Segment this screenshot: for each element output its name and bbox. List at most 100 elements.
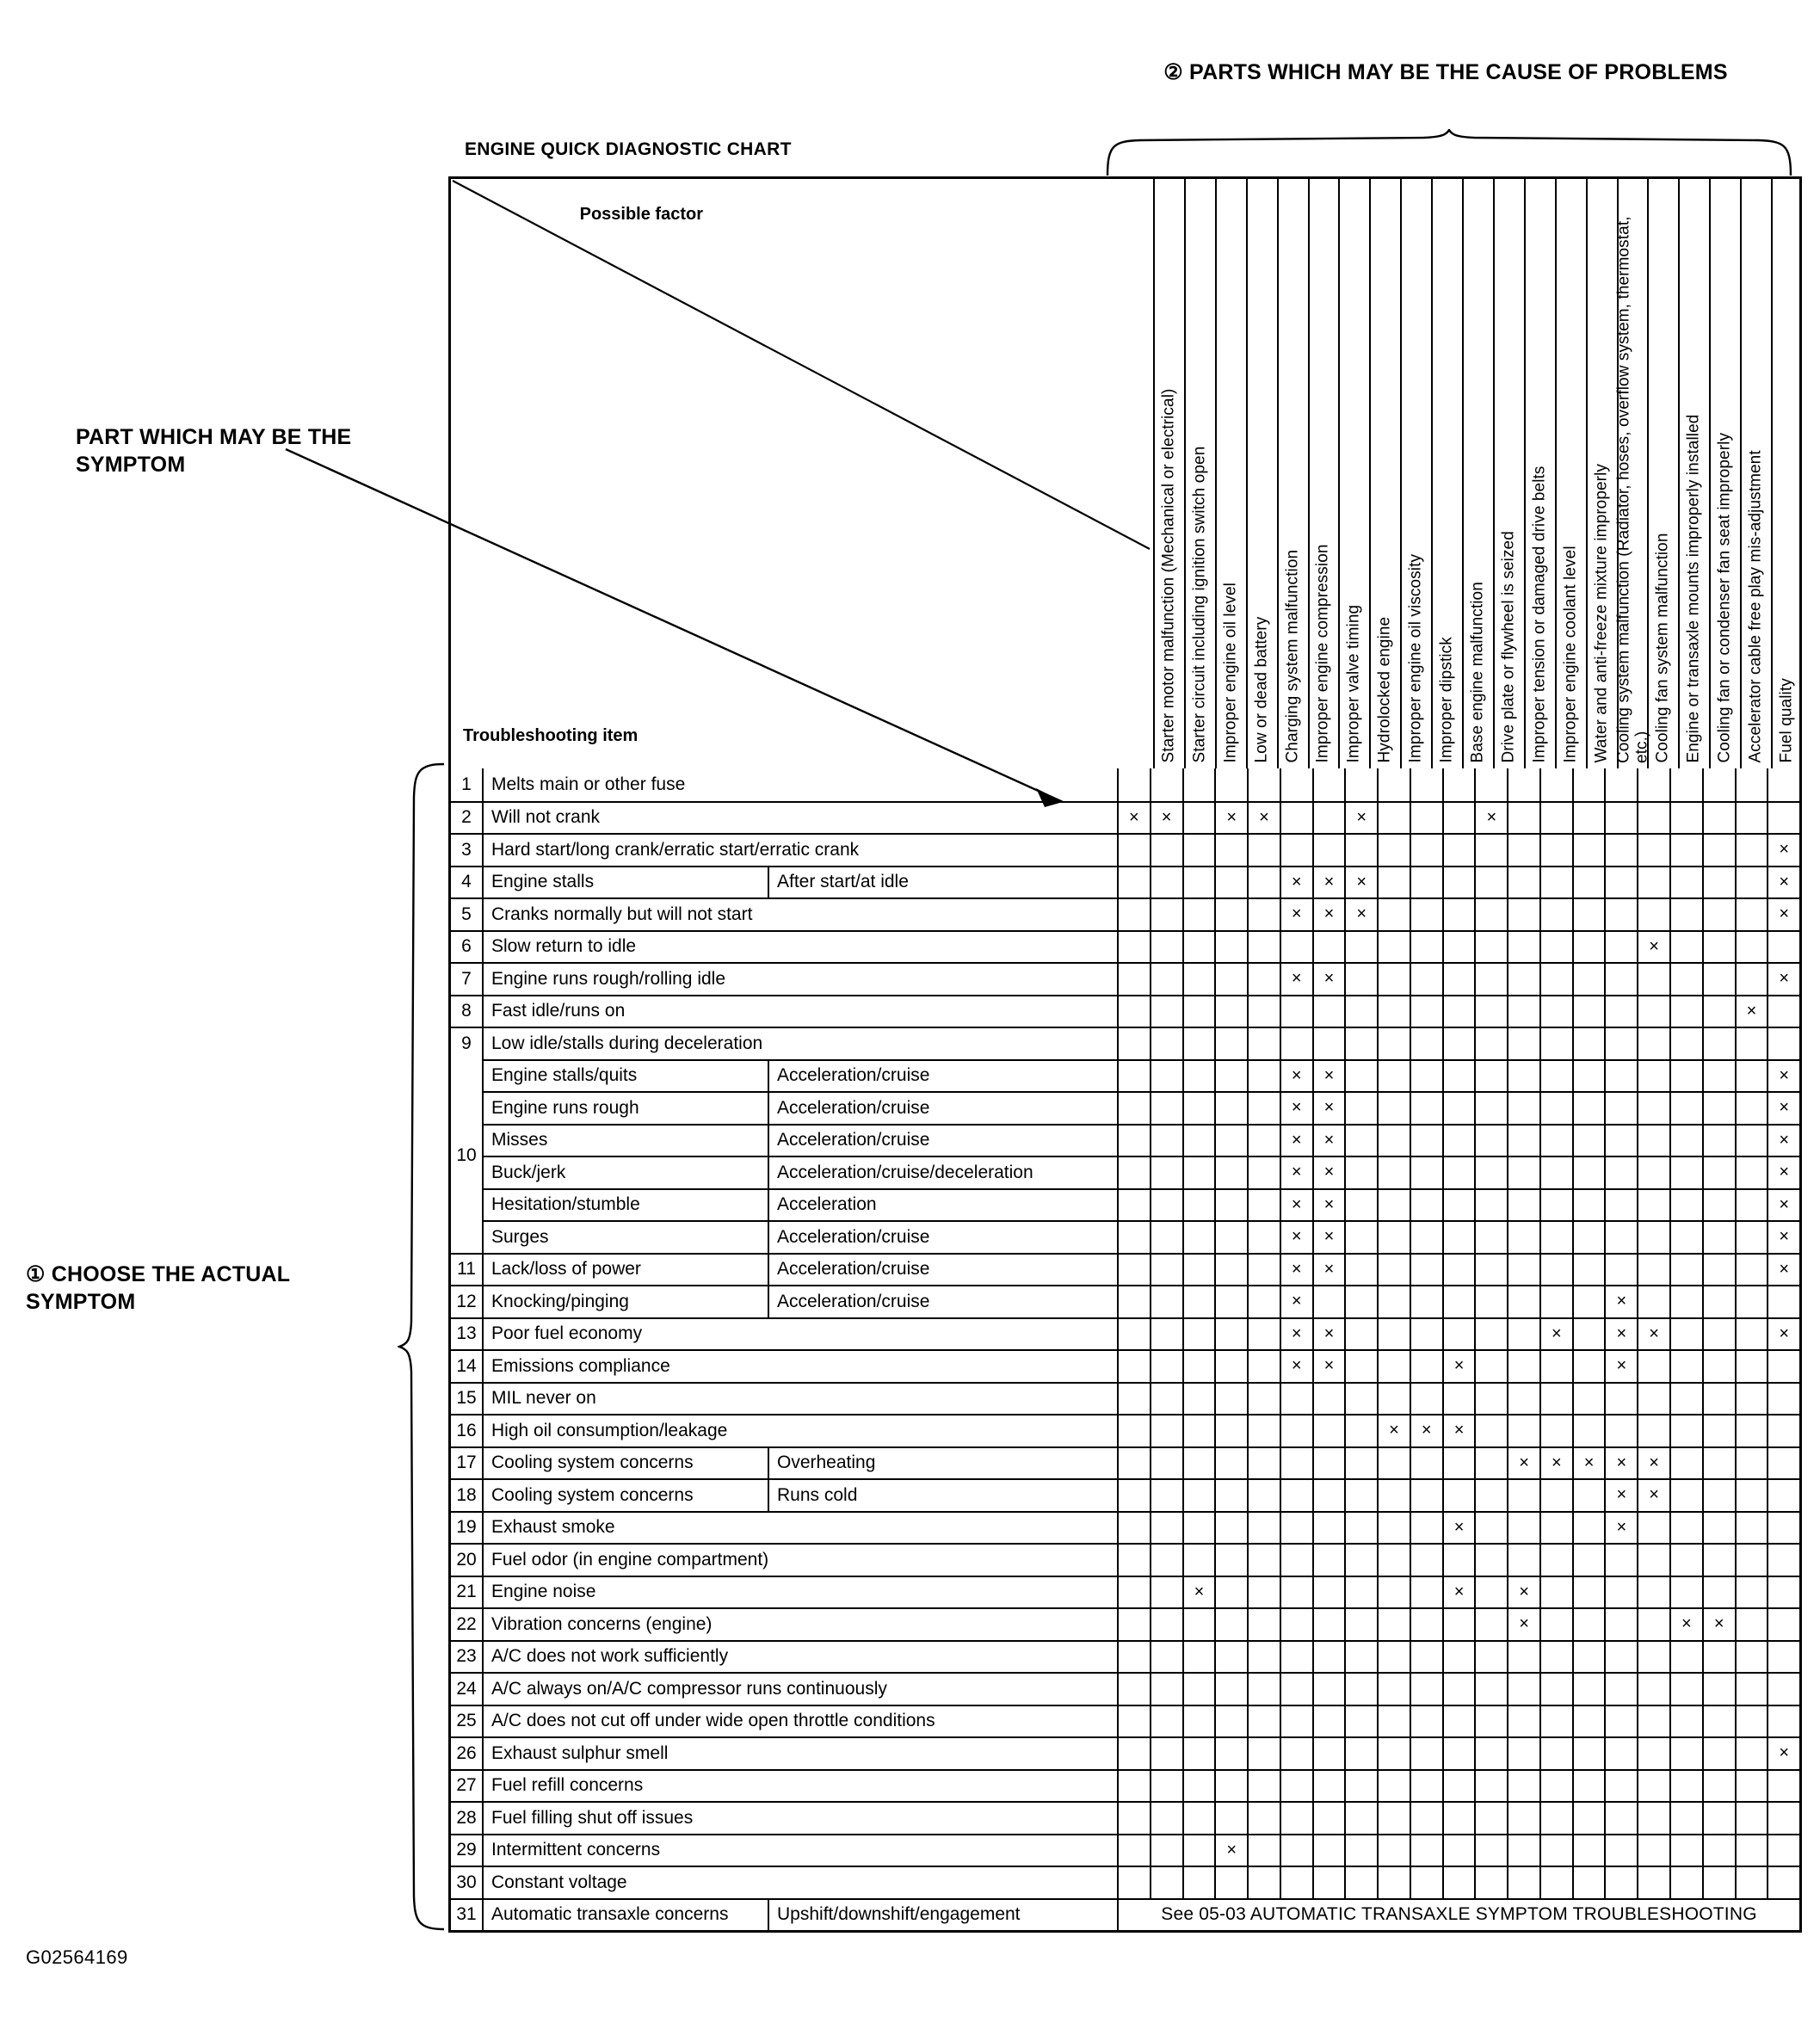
mark-cell	[1247, 1318, 1280, 1349]
mark-cell	[1181, 1705, 1215, 1736]
mark-cell	[1441, 1286, 1475, 1317]
mark-cell	[1604, 1770, 1637, 1801]
row-symptom: Misses	[491, 1130, 548, 1150]
table-row: 14 Emissions compliance × × × ×	[451, 1349, 1799, 1382]
mark-cell	[1149, 1480, 1182, 1511]
mark-cell	[1701, 1738, 1735, 1769]
mark-cell	[1377, 1674, 1410, 1705]
row-symptom: Hesitation/stumble	[491, 1194, 640, 1215]
mark-cell	[1474, 964, 1507, 995]
column-header-13: Improper tension or damaged drive belts	[1523, 179, 1555, 768]
row-number: 2	[451, 802, 484, 833]
mark-cell	[1539, 1641, 1572, 1672]
mark-cell	[1214, 1318, 1247, 1349]
mark-cell	[1117, 1480, 1150, 1511]
mark-cell	[1409, 768, 1442, 801]
mark-cell	[1149, 1415, 1182, 1446]
mark-cell	[1571, 899, 1605, 930]
mark-cell	[1117, 1803, 1150, 1834]
mark-cell: ×	[1637, 931, 1669, 962]
mark-cell	[1344, 1222, 1377, 1253]
mark-cell: ×	[1311, 1222, 1345, 1253]
mark-cell	[1214, 1222, 1247, 1253]
mark-cell	[1149, 1803, 1182, 1834]
annotation-choose-symptom: ① CHOOSE THE ACTUAL SYMPTOM	[26, 1262, 290, 1314]
row-marks: × × ×	[1117, 1576, 1799, 1607]
mark-cell	[1539, 1383, 1572, 1414]
mark-cell	[1571, 1189, 1605, 1220]
mark-cell	[1149, 768, 1182, 801]
row-condition: Acceleration/cruise/deceleration	[768, 1157, 1060, 1188]
column-header-18: Engine or transaxle mounts improperly in…	[1678, 179, 1709, 768]
row-symptom: Engine stalls	[491, 872, 595, 892]
mark-cell	[1214, 1480, 1247, 1511]
mark-cell	[1247, 964, 1280, 995]
mark-cell	[1571, 1512, 1605, 1543]
mark-cell	[1149, 899, 1182, 930]
mark-cell	[1117, 1641, 1150, 1672]
mark-cell	[1734, 1222, 1768, 1253]
mark-cell	[1507, 1835, 1539, 1866]
mark-cell	[1767, 768, 1799, 801]
mark-cell	[1441, 1835, 1475, 1866]
mark-cell: ×	[1767, 1189, 1799, 1220]
mark-cell	[1214, 1415, 1247, 1446]
row-spacer	[1060, 932, 1117, 963]
mark-cell	[1474, 1674, 1507, 1705]
mark-cell	[1344, 1028, 1377, 1059]
mark-cell	[1181, 996, 1215, 1027]
table-row: 13 Poor fuel economy × × × × × ×	[451, 1317, 1799, 1349]
row-number: 11	[451, 1254, 484, 1285]
row-spacer	[1060, 1157, 1117, 1188]
row-symptom: Intermittent concerns	[491, 1840, 661, 1860]
mark-cell	[1181, 1318, 1215, 1349]
row-marks	[1117, 1641, 1799, 1672]
mark-cell	[1311, 1480, 1345, 1511]
mark-cell	[1117, 931, 1150, 962]
mark-cell	[1474, 768, 1507, 801]
mark-cell: ×	[1311, 1189, 1345, 1220]
mark-cell	[1571, 1286, 1605, 1317]
mark-cell	[1701, 1383, 1735, 1414]
mark-cell	[1669, 1835, 1702, 1866]
table-row: Engine stalls/quits Acceleration/cruise × ×…	[451, 1058, 1799, 1091]
mark-cell	[1377, 964, 1410, 995]
mark-cell	[1344, 1867, 1377, 1898]
mark-cell	[1409, 1222, 1442, 1253]
mark-cell: ×	[1279, 1254, 1312, 1285]
column-header-label: Improper engine oil viscosity	[1406, 554, 1425, 763]
mark-cell	[1181, 1351, 1215, 1382]
row-note: See 05-03 AUTOMATIC TRANSAXLE SYMPTOM TR…	[1117, 1899, 1799, 1930]
row-condition: Acceleration/cruise	[768, 1125, 1060, 1156]
row-number: 4	[451, 867, 484, 897]
mark-cell	[1247, 835, 1280, 866]
mark-cell	[1604, 1157, 1637, 1188]
mark-cell	[1441, 1803, 1475, 1834]
row-symptom: Poor fuel economy	[491, 1323, 643, 1344]
mark-cell: ×	[1344, 802, 1377, 833]
mark-cell	[1247, 1125, 1280, 1156]
column-header-19: Cooling fan or condenser fan seat improp…	[1709, 179, 1740, 768]
mark-cell	[1247, 1447, 1280, 1478]
mark-cell	[1507, 1254, 1539, 1285]
row-spacer	[1060, 1126, 1117, 1156]
mark-cell	[1214, 1705, 1247, 1736]
mark-cell	[1701, 1867, 1735, 1898]
mark-cell	[1441, 996, 1475, 1027]
mark-cell	[1441, 1609, 1475, 1640]
mark-cell	[1767, 1512, 1799, 1543]
row-marks: × × ×	[1117, 1189, 1799, 1220]
row-marks: × × × × × ×	[1117, 1318, 1799, 1349]
mark-cell: ×	[1311, 1351, 1345, 1382]
mark-cell	[1214, 931, 1247, 962]
mark-cell	[1441, 867, 1475, 897]
row-symptom: Emissions compliance	[491, 1355, 670, 1376]
mark-cell	[1474, 1867, 1507, 1898]
table-row: 21 Engine noise × × ×	[451, 1575, 1799, 1607]
mark-cell	[1604, 1738, 1637, 1769]
row-symptom: Buck/jerk	[491, 1162, 566, 1182]
mark-cell	[1539, 802, 1572, 833]
mark-cell	[1701, 1222, 1735, 1253]
mark-cell	[1669, 1738, 1702, 1769]
mark-cell	[1117, 867, 1150, 897]
